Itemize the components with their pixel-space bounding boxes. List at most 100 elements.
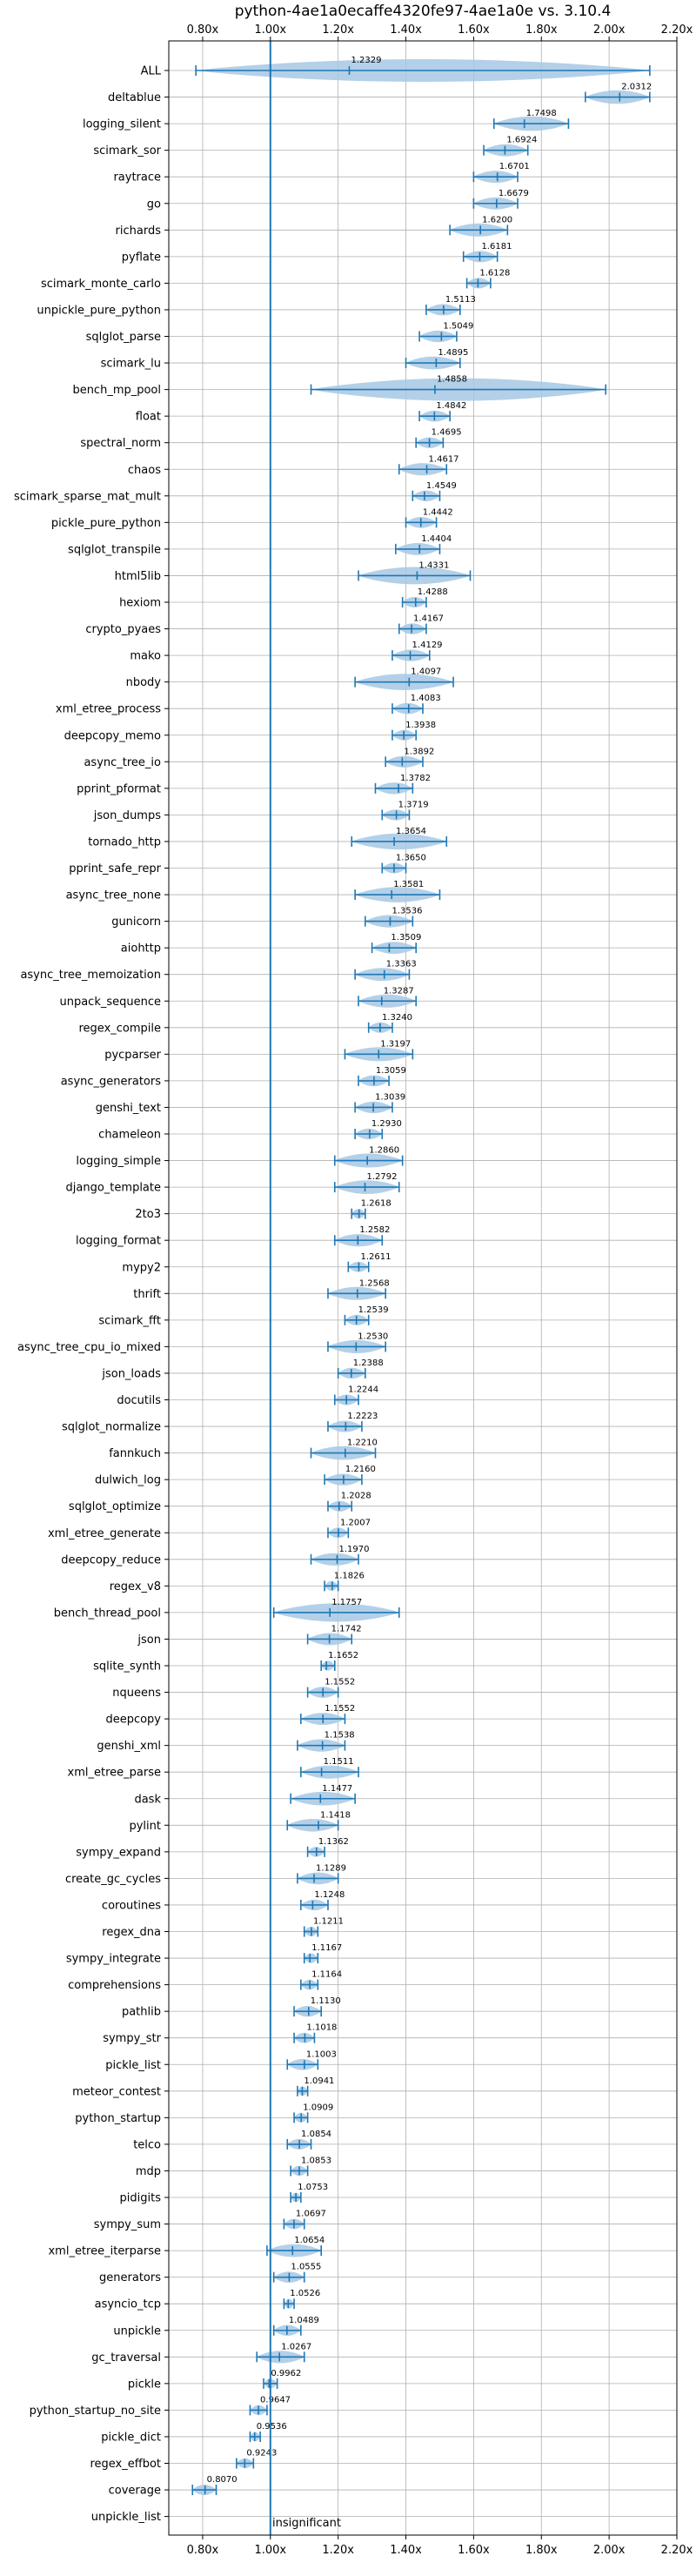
- y-tick-label: hexiom: [119, 597, 161, 610]
- y-tick-label: regex_effbot: [90, 2458, 161, 2471]
- value-label: 1.1757: [331, 1598, 362, 1607]
- value-label: 1.4842: [436, 401, 466, 411]
- value-label: 1.4895: [438, 348, 468, 358]
- value-label: 1.3240: [382, 1013, 412, 1023]
- value-label: 1.3938: [405, 721, 436, 730]
- y-tick-label: mypy2: [122, 1261, 161, 1274]
- x-tick-label-top: 1.60x: [458, 23, 490, 37]
- value-label: 1.2930: [371, 1119, 402, 1129]
- y-tick-label: sympy_str: [103, 2032, 161, 2045]
- value-label: 1.3536: [392, 907, 422, 916]
- value-label: 1.3581: [393, 880, 424, 889]
- value-label: 1.0853: [301, 2156, 331, 2165]
- y-tick-label: dask: [134, 1793, 161, 1806]
- value-label: 1.4858: [437, 375, 467, 385]
- value-label: 1.0267: [281, 2342, 311, 2351]
- value-label: 1.2530: [358, 1332, 388, 1341]
- value-label: 1.2223: [347, 1412, 378, 1421]
- value-label: 0.9962: [271, 2369, 301, 2378]
- y-tick-label: aiohttp: [121, 943, 161, 956]
- y-tick-label: xml_etree_iterparse: [48, 2245, 161, 2258]
- plot-frame: [168, 40, 678, 2536]
- y-tick-label: telco: [133, 2138, 161, 2151]
- y-tick-label: scimark_sor: [93, 144, 161, 158]
- y-tick-label: logging_simple: [76, 1155, 161, 1168]
- y-tick-label: docutils: [117, 1394, 161, 1407]
- value-label: 1.6679: [499, 189, 529, 198]
- y-tick-label: unpickle_list: [91, 2511, 161, 2524]
- y-tick-label: gunicorn: [111, 916, 161, 929]
- y-tick-label: create_gc_cycles: [65, 1873, 161, 1886]
- axes-layer: 0.80x 0.80x 1.00x 1.00x 1.20x 1.20x 1.40x 1.40x…: [14, 23, 693, 2557]
- x-tick-label-top: 2.00x: [593, 23, 626, 37]
- y-tick-label: mako: [130, 650, 161, 663]
- y-tick-label: bench_thread_pool: [54, 1607, 161, 1620]
- value-label: 1.1538: [325, 1731, 355, 1741]
- insignificant-annotation: insignificant: [272, 2517, 341, 2530]
- value-label: 1.3197: [380, 1039, 411, 1049]
- y-tick-label: json_loads: [101, 1367, 161, 1380]
- value-label: 1.0909: [303, 2103, 333, 2112]
- y-tick-label: comprehensions: [68, 1979, 161, 1992]
- value-label: 1.4695: [432, 428, 462, 438]
- value-label: 1.6701: [499, 162, 530, 171]
- value-label: 1.3509: [391, 933, 421, 943]
- x-tick-label-bottom: 1.40x: [390, 2544, 422, 2557]
- y-tick-label: genshi_xml: [97, 1740, 161, 1753]
- y-tick-label: nbody: [126, 676, 162, 689]
- y-tick-label: fannkuch: [109, 1447, 161, 1460]
- y-tick-label: pidigits: [120, 2192, 162, 2205]
- y-tick-label: bench_mp_pool: [72, 384, 161, 397]
- y-tick-label: async_generators: [61, 1075, 162, 1088]
- y-tick-label: scimark_monte_carlo: [41, 278, 161, 291]
- y-tick-label: pprint_pformat: [77, 782, 161, 795]
- y-tick-label: 2to3: [135, 1208, 161, 1221]
- y-tick-label: pickle: [128, 2378, 161, 2391]
- x-tick-label-bottom: 2.20x: [661, 2544, 693, 2557]
- y-tick-label: deepcopy_memo: [64, 729, 161, 742]
- value-label: 1.2028: [341, 1492, 371, 1501]
- value-label: 0.9243: [246, 2449, 277, 2459]
- value-label: 1.2618: [361, 1199, 392, 1209]
- y-tick-label: richards: [116, 225, 162, 238]
- value-label: 1.5113: [445, 295, 476, 305]
- y-tick-label: dulwich_log: [95, 1474, 161, 1487]
- value-label: 1.2160: [345, 1465, 376, 1474]
- y-tick-label: html5lib: [115, 570, 161, 583]
- x-tick-label-bottom: 0.80x: [187, 2544, 219, 2557]
- value-label: 1.4167: [413, 614, 444, 624]
- value-label: 1.6200: [482, 215, 512, 225]
- x-tick-label-top: 1.20x: [322, 23, 354, 37]
- chart-title: python-4ae1a0ecaffe4320fe97-4ae1a0e vs. …: [235, 3, 612, 20]
- y-tick-label: pylint: [129, 1820, 161, 1833]
- y-tick-label: coverage: [109, 2485, 161, 2498]
- value-label: 1.1742: [331, 1624, 362, 1633]
- y-tick-label: async_tree_cpu_io_mixed: [17, 1341, 161, 1354]
- y-tick-label: scimark_sparse_mat_mult: [14, 490, 161, 503]
- value-label: 1.6924: [506, 136, 537, 145]
- y-tick-label: logging_silent: [83, 118, 161, 131]
- value-label: 1.1552: [325, 1678, 355, 1687]
- value-label: 1.2007: [340, 1518, 371, 1527]
- value-label: 1.2611: [360, 1252, 391, 1262]
- y-tick-label: regex_v8: [110, 1580, 161, 1593]
- value-label: 1.1167: [311, 1943, 342, 1953]
- value-label: 1.2210: [347, 1439, 378, 1448]
- y-tick-label: scimark_lu: [101, 358, 161, 371]
- value-label: 1.1018: [306, 2023, 337, 2033]
- value-label: 1.2388: [353, 1358, 384, 1368]
- y-tick-label: genshi_text: [96, 1102, 161, 1115]
- value-label: 1.0489: [289, 2316, 319, 2325]
- value-label: 1.4331: [418, 560, 449, 570]
- value-label: 1.1477: [322, 1784, 352, 1794]
- y-tick-label: asyncio_tcp: [95, 2298, 161, 2311]
- y-tick-label: sympy_integrate: [66, 1953, 161, 1966]
- value-label: 1.5049: [443, 322, 473, 332]
- y-tick-label: regex_compile: [78, 1022, 161, 1035]
- y-tick-label: float: [136, 411, 161, 424]
- value-label: 1.2792: [367, 1172, 398, 1182]
- value-label: 1.3039: [375, 1092, 405, 1102]
- value-label: 1.7498: [526, 109, 557, 118]
- value-label: 1.0555: [291, 2263, 321, 2272]
